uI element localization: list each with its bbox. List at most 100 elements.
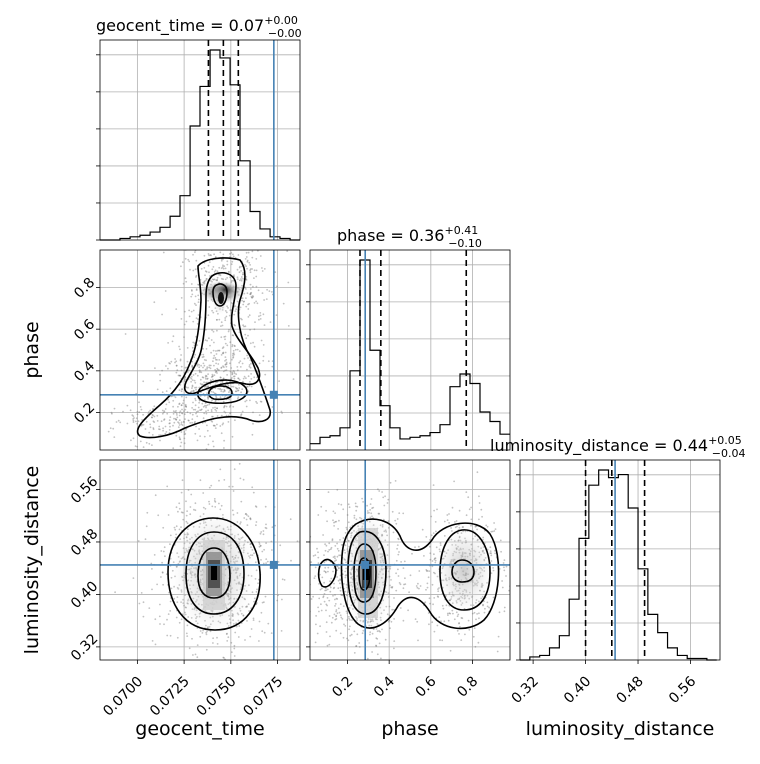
phase-yticks: 0.20.40.60.8 <box>71 275 100 427</box>
sample-point <box>192 309 195 312</box>
sample-point <box>438 616 441 618</box>
sample-point <box>322 596 325 599</box>
geocent-time-hist-yticks <box>96 54 100 241</box>
sample-point <box>191 387 193 389</box>
sample-point <box>316 547 318 550</box>
sample-point <box>382 518 385 521</box>
sample-point <box>230 252 233 254</box>
sample-point <box>257 289 260 292</box>
sample-point <box>153 301 156 304</box>
sample-point <box>174 417 177 420</box>
sample-point <box>126 422 129 425</box>
sample-point <box>398 582 401 584</box>
sample-point <box>229 252 231 255</box>
sample-point <box>332 587 335 590</box>
sample-point <box>162 427 165 430</box>
sample-point <box>249 283 252 286</box>
sample-point <box>338 567 340 569</box>
sample-point <box>258 414 261 416</box>
sample-point <box>341 594 343 596</box>
sample-point <box>361 497 363 500</box>
sample-point <box>204 402 207 404</box>
sample-point <box>223 657 225 659</box>
sample-point <box>391 510 394 513</box>
sample-point <box>238 361 241 364</box>
sample-point <box>113 407 116 410</box>
sample-point <box>428 623 430 626</box>
sample-point <box>255 400 257 403</box>
sample-point <box>245 251 248 254</box>
sample-point <box>182 511 184 514</box>
sample-point <box>416 586 419 589</box>
sample-point <box>325 509 327 512</box>
sample-point <box>241 410 244 413</box>
sample-point <box>478 617 480 620</box>
sample-point <box>255 275 258 278</box>
sample-point <box>393 608 395 611</box>
sample-point <box>207 264 210 267</box>
sample-point <box>244 258 247 260</box>
sample-point <box>470 524 472 527</box>
sample-point <box>221 347 224 350</box>
sample-point <box>242 303 245 306</box>
sample-point <box>200 267 203 270</box>
sample-point <box>433 597 436 599</box>
sample-point <box>206 377 209 380</box>
sample-point <box>354 502 357 505</box>
sample-point <box>381 491 383 493</box>
sample-point <box>217 387 220 390</box>
sample-point <box>154 367 156 369</box>
sample-point <box>185 429 187 431</box>
sample-point <box>263 548 265 551</box>
y-tick-label: 0.48 <box>68 526 101 559</box>
sample-point <box>429 558 432 561</box>
sample-point <box>426 586 429 589</box>
sample-point <box>180 526 182 528</box>
sample-point <box>184 418 186 420</box>
sample-point <box>470 506 472 509</box>
sample-point <box>262 533 265 536</box>
sample-point <box>232 352 234 355</box>
sample-point <box>177 426 180 429</box>
sample-point <box>216 407 218 409</box>
sample-point <box>159 379 162 382</box>
sample-point <box>336 569 339 571</box>
sample-point <box>326 588 329 591</box>
sample-point <box>215 396 218 399</box>
sample-point <box>196 363 199 365</box>
sample-point <box>283 579 286 581</box>
sample-point <box>200 371 203 374</box>
sample-point <box>397 537 399 540</box>
sample-point <box>136 413 139 416</box>
x-tick-label: 0.8 <box>454 674 481 701</box>
sample-point <box>408 591 410 594</box>
sample-point <box>393 647 395 650</box>
sample-point <box>381 628 383 631</box>
sample-point <box>183 437 186 440</box>
sample-point <box>325 571 327 574</box>
sample-point <box>180 431 183 433</box>
sample-point <box>486 525 489 528</box>
sample-point <box>224 351 227 354</box>
sample-point <box>318 597 321 600</box>
sample-point <box>314 575 317 577</box>
sample-point <box>191 379 194 381</box>
sample-point <box>206 367 209 370</box>
sample-point <box>156 388 159 391</box>
sample-point <box>179 438 182 441</box>
sample-point <box>424 601 427 604</box>
sample-point <box>453 480 455 483</box>
sample-point <box>427 612 430 614</box>
sample-point <box>192 269 195 272</box>
sample-point <box>235 308 238 310</box>
sample-point <box>161 369 164 372</box>
sample-point <box>198 386 201 389</box>
sample-point <box>432 603 434 606</box>
sample-point <box>180 423 183 425</box>
sample-point <box>158 434 161 437</box>
contour-middle <box>185 531 245 615</box>
sample-point <box>195 386 198 389</box>
sample-point <box>167 367 169 370</box>
sample-point <box>231 371 234 374</box>
sample-point <box>194 509 197 512</box>
